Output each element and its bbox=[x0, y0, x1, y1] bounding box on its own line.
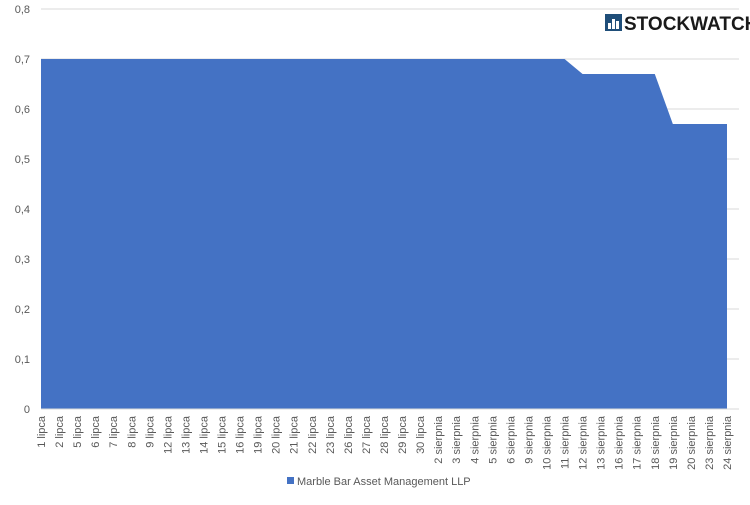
x-tick-label: 2 lipca bbox=[54, 415, 66, 448]
x-tick-label: 22 lipca bbox=[307, 415, 319, 454]
logo-text: STOCKWATCH bbox=[624, 14, 750, 35]
logo-icon-bar bbox=[616, 21, 619, 29]
y-tick-label: 0 bbox=[24, 404, 30, 416]
x-tick-label: 6 lipca bbox=[90, 415, 102, 448]
x-tick-label: 5 lipca bbox=[72, 415, 84, 448]
x-tick-label: 13 lipca bbox=[180, 415, 192, 454]
x-tick-label: 15 lipca bbox=[217, 415, 229, 454]
x-tick-label: 21 lipca bbox=[289, 415, 301, 454]
y-tick-label: 0,1 bbox=[15, 354, 30, 366]
x-tick-label: 12 sierpnia bbox=[578, 415, 590, 470]
y-tick-label: 0,6 bbox=[15, 104, 30, 116]
y-tick-label: 0,3 bbox=[15, 254, 30, 266]
x-tick-label: 1 lipca bbox=[36, 415, 48, 448]
y-tick-label: 0,5 bbox=[15, 154, 30, 166]
x-tick-label: 24 sierpnia bbox=[722, 415, 734, 470]
x-tick-label: 28 lipca bbox=[379, 415, 391, 454]
x-tick-label: 2 sierpnia bbox=[433, 415, 445, 464]
x-tick-label: 12 lipca bbox=[162, 415, 174, 454]
x-tick-label: 16 sierpnia bbox=[614, 415, 626, 470]
x-tick-label: 5 sierpnia bbox=[487, 415, 499, 464]
x-tick-label: 16 lipca bbox=[235, 415, 247, 454]
x-tick-label: 7 lipca bbox=[108, 415, 120, 448]
legend-swatch bbox=[287, 477, 294, 484]
legend-label: Marble Bar Asset Management LLP bbox=[297, 476, 471, 488]
x-tick-label: 20 sierpnia bbox=[686, 415, 698, 470]
y-tick-label: 0,7 bbox=[15, 54, 30, 66]
y-tick-label: 0,2 bbox=[15, 304, 30, 316]
area bbox=[41, 59, 727, 409]
x-tick-label: 17 sierpnia bbox=[632, 415, 644, 470]
x-tick-label: 29 lipca bbox=[397, 415, 409, 454]
logo-icon-bar bbox=[608, 23, 611, 29]
x-tick-label: 11 sierpnia bbox=[560, 415, 572, 469]
x-tick-label: 23 sierpnia bbox=[704, 415, 716, 470]
x-tick-label: 3 sierpnia bbox=[451, 415, 463, 464]
x-tick-label: 20 lipca bbox=[271, 415, 283, 454]
x-tick-label: 4 sierpnia bbox=[469, 415, 481, 464]
x-tick-label: 13 sierpnia bbox=[596, 415, 608, 470]
x-tick-label: 30 lipca bbox=[415, 415, 427, 454]
x-tick-label: 9 lipca bbox=[144, 415, 156, 448]
y-tick-label: 0,8 bbox=[15, 4, 30, 16]
x-tick-label: 27 lipca bbox=[361, 415, 373, 454]
x-tick-label: 9 sierpnia bbox=[523, 415, 535, 464]
x-tick-label: 19 lipca bbox=[253, 415, 265, 454]
y-tick-label: 0,4 bbox=[15, 204, 30, 216]
x-tick-label: 14 lipca bbox=[198, 415, 210, 454]
x-tick-label: 6 sierpnia bbox=[505, 415, 517, 464]
x-tick-label: 23 lipca bbox=[325, 415, 337, 454]
x-tick-label: 26 lipca bbox=[343, 415, 355, 454]
logo: STOCKWATCH bbox=[605, 14, 750, 35]
x-tick-label: 8 lipca bbox=[126, 415, 138, 448]
x-tick-label: 10 sierpnia bbox=[541, 415, 553, 470]
logo-icon-bar bbox=[612, 19, 615, 29]
x-tick-label: 19 sierpnia bbox=[668, 415, 680, 470]
x-tick-label: 18 sierpnia bbox=[650, 415, 662, 470]
